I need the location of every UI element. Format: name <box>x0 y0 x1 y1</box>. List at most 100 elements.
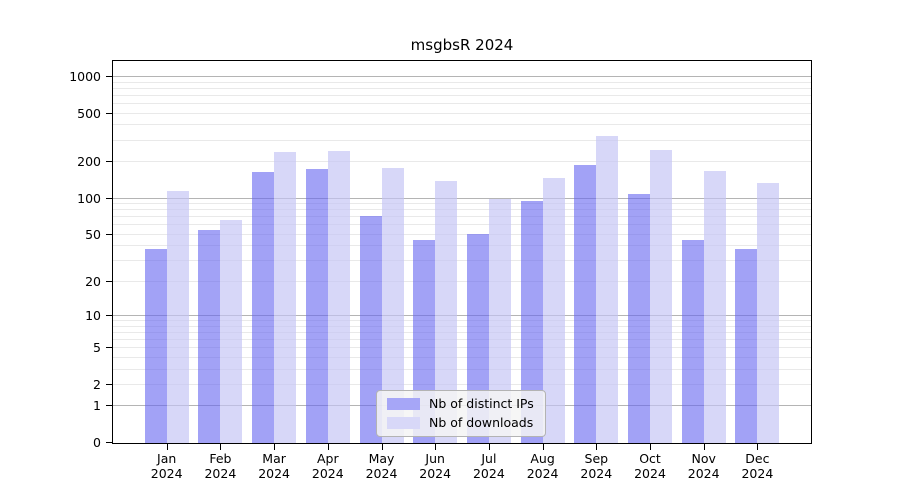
legend-label-distinct-ips: Nb of distinct IPs <box>429 396 534 411</box>
minor-gridline <box>113 368 811 370</box>
x-tick-label: Apr 2024 <box>311 451 344 481</box>
minor-gridline <box>113 209 811 211</box>
x-tick-label: Feb 2024 <box>204 451 237 481</box>
y-tick <box>106 280 112 282</box>
y-tick <box>106 405 112 407</box>
legend: Nb of distinct IPs Nb of downloads <box>376 390 546 437</box>
bar-distinct-ips <box>628 194 650 443</box>
y-tick <box>106 347 112 349</box>
x-tick <box>757 444 759 450</box>
bar-downloads <box>650 150 672 443</box>
y-tick-label: 100 <box>77 190 101 206</box>
y-tick <box>106 75 112 77</box>
bar-downloads <box>274 152 297 443</box>
y-tick-label: 2 <box>93 376 101 392</box>
y-tick <box>106 442 112 443</box>
minor-gridline <box>113 112 811 114</box>
y-tick-label: 1000 <box>69 68 101 84</box>
major-gridline <box>113 197 811 199</box>
bar-downloads <box>488 198 511 443</box>
x-tick-label: May 2024 <box>365 451 398 481</box>
x-tick-label: Dec 2024 <box>741 451 774 481</box>
minor-gridline <box>113 280 811 282</box>
x-tick-label: Jan 2024 <box>150 451 183 481</box>
bar-distinct-ips <box>574 164 597 443</box>
bar-distinct-ips <box>735 248 758 443</box>
x-tick <box>703 444 705 450</box>
y-tick-label: 1 <box>93 398 101 414</box>
minor-gridline <box>113 94 811 96</box>
bar-distinct-ips <box>305 169 328 443</box>
legend-swatch-distinct-ips <box>387 397 420 410</box>
bar-distinct-ips <box>681 240 704 443</box>
bar-distinct-ips <box>144 248 167 443</box>
y-tick <box>106 112 112 114</box>
x-tick <box>220 444 222 450</box>
legend-item-distinct-ips: Nb of distinct IPs <box>387 396 534 411</box>
minor-gridline <box>113 203 811 204</box>
bar-downloads <box>703 170 726 443</box>
plot-area: Nb of distinct IPs Nb of downloads 0 1 2 5 1… <box>69 60 812 481</box>
bar-downloads <box>166 191 189 443</box>
bar-downloads <box>381 168 404 443</box>
bar-downloads <box>220 220 243 443</box>
y-tick-label: 200 <box>77 154 101 169</box>
legend-label-downloads: Nb of downloads <box>429 415 534 430</box>
minor-gridline <box>113 325 811 327</box>
y-tick-label: 10 <box>85 308 101 323</box>
y-tick <box>106 315 112 316</box>
y-tick <box>106 197 112 199</box>
x-tick <box>327 444 329 450</box>
x-tick-label: Jul 2024 <box>472 451 505 481</box>
minor-gridline <box>113 161 811 162</box>
minor-gridline <box>113 87 811 89</box>
x-tick-label: Nov 2024 <box>687 451 720 481</box>
y-tick-label: 0 <box>93 435 101 450</box>
minor-gridline <box>113 260 811 262</box>
minor-gridline <box>113 320 811 321</box>
minor-gridline <box>113 224 811 226</box>
x-tick <box>274 444 276 450</box>
bar-distinct-ips <box>359 215 382 443</box>
minor-gridline <box>113 216 811 218</box>
minor-gridline <box>113 347 811 349</box>
major-gridline <box>113 75 811 77</box>
x-tick-label: Oct 2024 <box>634 451 666 481</box>
minor-gridline <box>113 81 811 83</box>
y-tick-label: 500 <box>77 105 101 121</box>
y-tick <box>106 383 112 385</box>
bar-distinct-ips <box>520 201 543 443</box>
minor-gridline <box>113 356 811 358</box>
x-tick <box>381 444 383 450</box>
minor-gridline <box>113 331 811 333</box>
legend-swatch-downloads <box>387 416 420 429</box>
x-tick <box>435 444 437 450</box>
bar-downloads <box>327 151 350 443</box>
x-tick-label: Aug 2024 <box>526 451 559 481</box>
x-tick <box>542 444 544 450</box>
legend-item-downloads: Nb of downloads <box>387 415 534 430</box>
bar-distinct-ips <box>252 172 275 443</box>
bar-downloads <box>596 135 619 443</box>
minor-gridline <box>113 103 811 104</box>
x-tick <box>596 444 598 450</box>
x-tick <box>488 444 490 450</box>
y-tick-label: 5 <box>93 340 101 356</box>
y-tick <box>106 233 112 235</box>
y-tick-label: 20 <box>85 273 101 289</box>
minor-gridline <box>113 245 811 247</box>
minor-gridline <box>113 338 811 340</box>
minor-gridline <box>113 233 811 235</box>
x-tick <box>650 444 651 450</box>
x-tick-label: Sep 2024 <box>580 451 613 481</box>
bar-distinct-ips <box>198 229 221 443</box>
y-tick-label: 50 <box>85 226 101 242</box>
y-tick <box>106 161 112 162</box>
x-tick-label: Jun 2024 <box>419 451 452 481</box>
bar-downloads <box>542 177 565 443</box>
minor-gridline <box>113 124 811 126</box>
chart-title: msgbsR 2024 <box>410 36 514 54</box>
minor-gridline <box>113 383 811 385</box>
bar-downloads <box>757 182 780 443</box>
